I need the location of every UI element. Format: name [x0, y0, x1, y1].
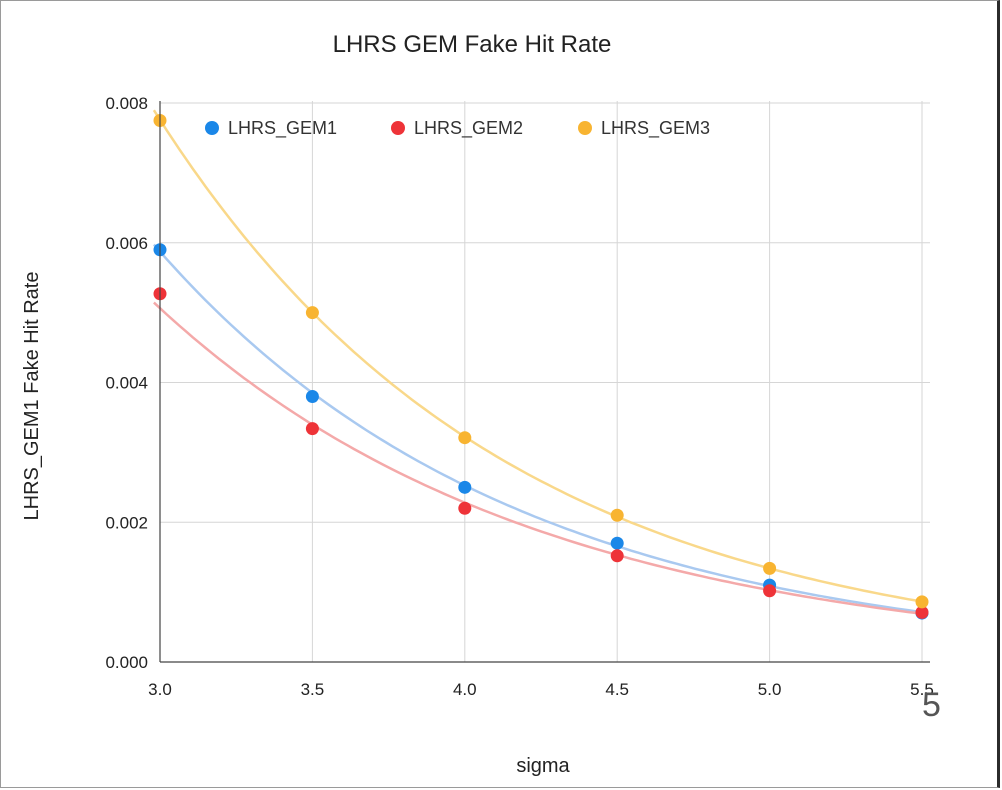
data-point-lhrs_gem3	[305, 306, 319, 320]
axes: 0.000 0.002 0.004 0.006 0.008 3.0 3.5 4.0 4.5 5.0…	[105, 94, 933, 699]
legend: LHRS_GEM1 LHRS_GEM2 LHRS_GEM3	[205, 118, 710, 139]
data-point-lhrs_gem2	[610, 549, 624, 563]
data-point-lhrs_gem3	[610, 508, 624, 522]
y-tick-label: 0.008	[105, 94, 148, 113]
data-point-lhrs_gem3	[915, 595, 929, 609]
y-tick-label: 0.006	[105, 234, 148, 253]
x-tick-label: 4.5	[605, 680, 629, 699]
data-point-lhrs_gem1	[458, 480, 472, 494]
trendline-lhrs_gem1	[152, 243, 929, 615]
x-tick-label: 3.5	[301, 680, 325, 699]
data-point-lhrs_gem3	[763, 561, 777, 575]
trendline-lhrs_gem2	[153, 301, 929, 616]
trendlines	[152, 109, 929, 616]
data-point-lhrs_gem2	[305, 422, 319, 436]
page-number: 5	[922, 686, 941, 724]
grid	[160, 101, 930, 662]
data-point-lhrs_gem2	[458, 501, 472, 515]
legend-marker-lhrs_gem2	[391, 121, 405, 135]
data-point-lhrs_gem1	[610, 536, 624, 550]
y-tick-label: 0.000	[105, 653, 148, 672]
y-tick-label: 0.004	[105, 374, 148, 393]
legend-marker-lhrs_gem1	[205, 121, 219, 135]
x-axis-label: sigma	[516, 755, 570, 777]
y-axis-label: LHRS_GEM1 Fake Hit Rate	[21, 272, 43, 521]
data-point-lhrs_gem1	[305, 389, 319, 403]
legend-label-lhrs_gem3: LHRS_GEM3	[601, 118, 710, 139]
x-tick-label: 5.5	[910, 680, 934, 699]
x-tick-label: 4.0	[453, 680, 477, 699]
data-point-lhrs_gem3	[458, 431, 472, 445]
y-tick-label: 0.002	[105, 513, 148, 532]
legend-marker-lhrs_gem3	[578, 121, 592, 135]
data-point-lhrs_gem2	[915, 605, 929, 619]
data-point-lhrs_gem2	[763, 584, 777, 598]
x-tick-label: 3.0	[148, 680, 172, 699]
chart-title: LHRS GEM Fake Hit Rate	[333, 31, 612, 58]
trendline-lhrs_gem3	[152, 109, 929, 604]
legend-label-lhrs_gem1: LHRS_GEM1	[228, 118, 337, 139]
legend-label-lhrs_gem2: LHRS_GEM2	[414, 118, 523, 139]
x-tick-label: 5.0	[758, 680, 782, 699]
data-points	[153, 113, 929, 620]
